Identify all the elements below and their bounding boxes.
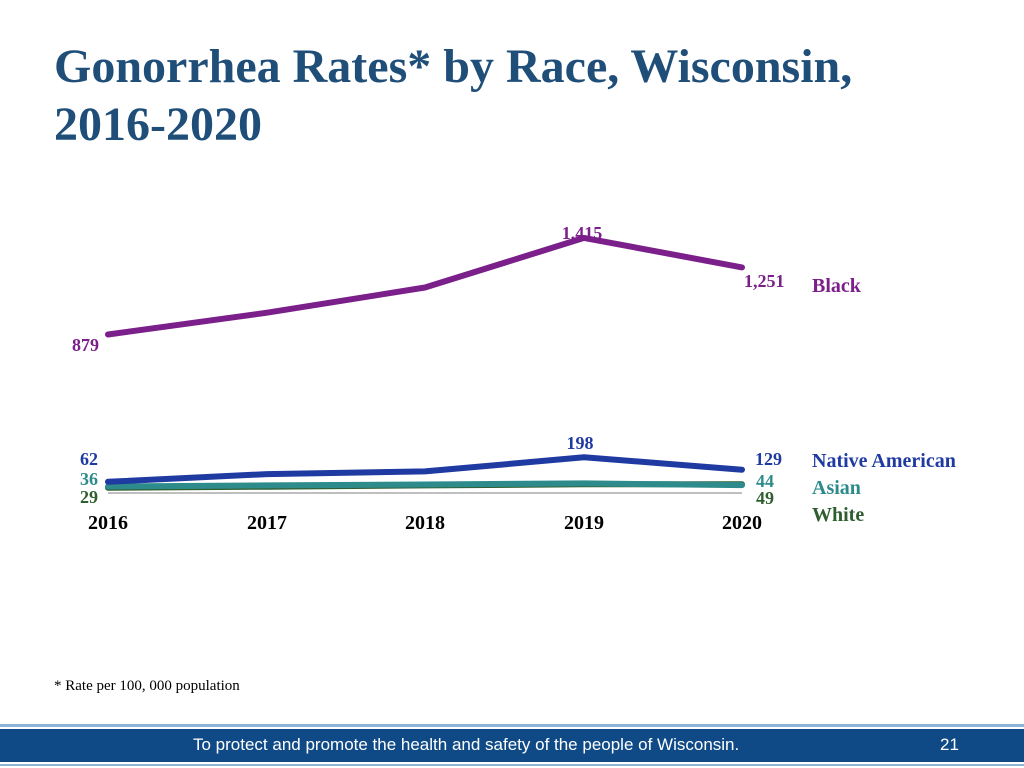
series-line-asian [105,480,745,490]
x-tick-label-2016: 2016 [88,512,128,534]
data-label-native-american-2020: 129 [755,449,782,469]
legend-label-native-american: Native American [812,450,956,472]
data-label-native-american-2019: 198 [567,433,594,453]
footer-tagline: To protect and promote the health and sa… [193,735,740,754]
x-tick-label-2020: 2020 [722,512,762,534]
data-label-black-2020: 1,251 [744,271,785,291]
legend-label-asian: Asian [812,477,861,499]
series-line-native-american [105,454,745,485]
x-tick-label-2018: 2018 [405,512,445,534]
data-label-asian-2020: 44 [756,471,774,491]
legend-label-white: White [812,504,864,526]
footer-divider [0,724,1024,727]
data-label-black-2019: 1,415 [562,223,603,243]
data-label-white-2016: 29 [80,487,98,507]
x-tick-label-2019: 2019 [564,512,604,534]
x-tick-label-2017: 2017 [247,512,287,534]
footer-bar: To protect and promote the health and sa… [0,729,1024,762]
footnote: * Rate per 100, 000 population [54,678,240,694]
title-line-1: Gonorrhea Rates* by Race, Wisconsin, [54,40,853,93]
title-line-2: 2016-2020 [54,98,262,151]
page-number: 21 [940,735,959,754]
data-label-black-2016: 879 [72,335,99,355]
data-label-white-2020: 49 [756,488,774,508]
series-line-black [105,234,745,338]
footer-bottom-divider [0,764,1024,766]
slide-title: Gonorrhea Rates* by Race, Wisconsin, 201… [54,38,974,154]
gonorrhea-rates-line-chart: 2016 2017 2018 2019 2020 879 1,415 1,251 62 198 12… [72,223,956,534]
data-label-native-american-2016: 62 [80,449,98,469]
data-label-asian-2016: 36 [80,469,98,489]
legend-label-black: Black [812,275,862,297]
